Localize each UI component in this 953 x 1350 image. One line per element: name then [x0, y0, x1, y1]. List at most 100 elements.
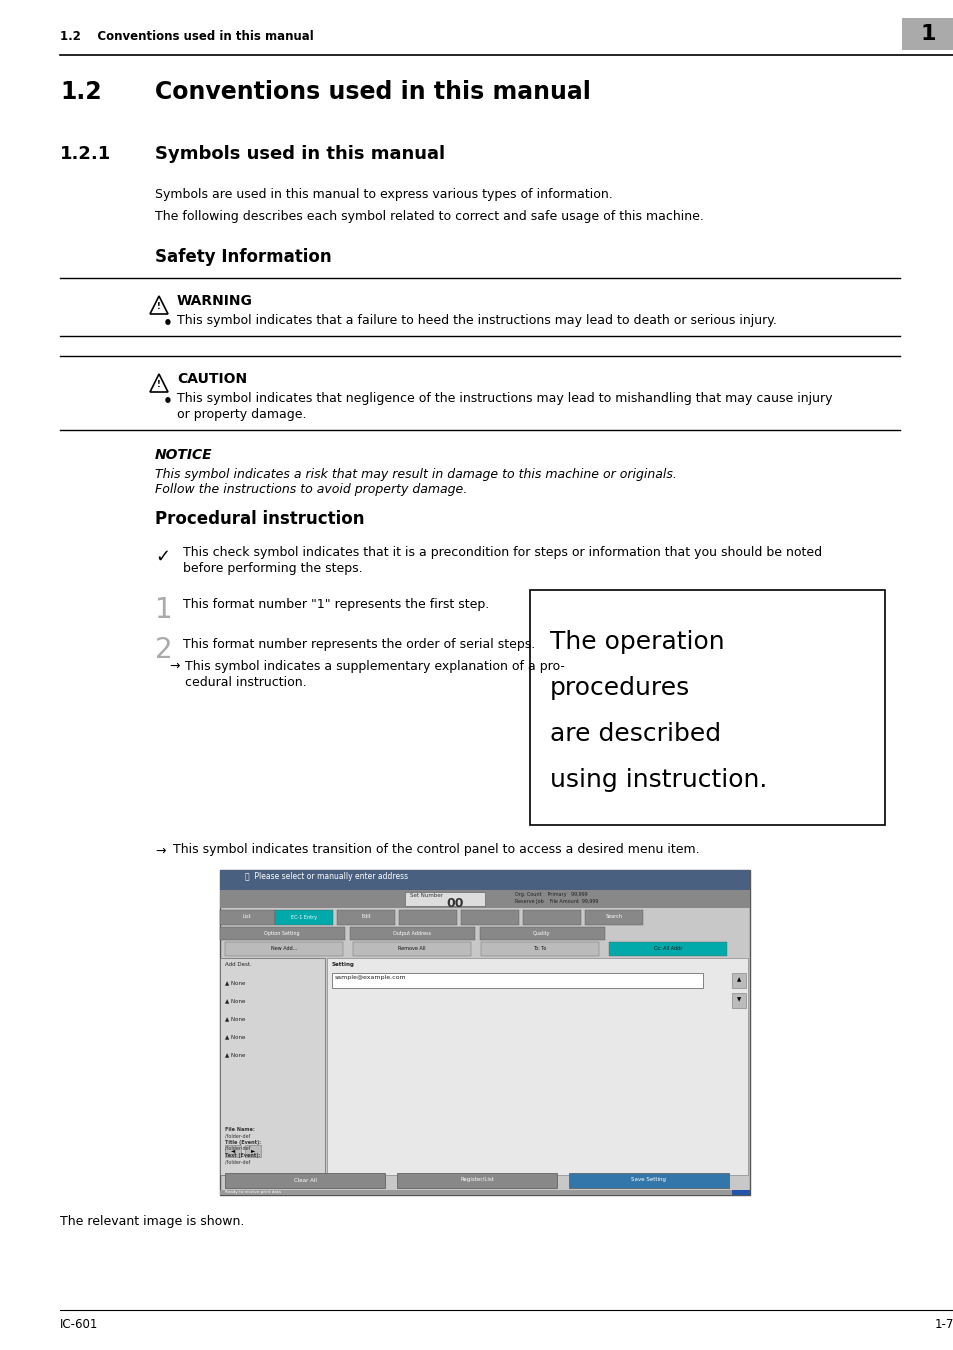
- Text: sample@example.com: sample@example.com: [335, 975, 406, 980]
- Text: Quality: Quality: [533, 930, 550, 936]
- Text: WARNING: WARNING: [177, 294, 253, 308]
- FancyBboxPatch shape: [405, 892, 484, 906]
- Text: •: •: [163, 394, 172, 409]
- FancyBboxPatch shape: [731, 1189, 749, 1195]
- Text: Conventions used in this manual: Conventions used in this manual: [154, 80, 590, 104]
- FancyBboxPatch shape: [731, 994, 745, 1008]
- FancyBboxPatch shape: [220, 927, 345, 940]
- FancyBboxPatch shape: [901, 18, 953, 50]
- Text: 1: 1: [154, 595, 172, 624]
- FancyBboxPatch shape: [608, 942, 726, 956]
- Text: CAUTION: CAUTION: [177, 373, 247, 386]
- FancyBboxPatch shape: [220, 890, 749, 909]
- Text: ▲ None: ▲ None: [225, 1017, 245, 1021]
- Text: !: !: [157, 302, 161, 311]
- Text: Clear All: Clear All: [294, 1177, 316, 1183]
- Text: NOTICE: NOTICE: [154, 448, 213, 462]
- Text: ✓: ✓: [154, 548, 170, 566]
- Text: This symbol indicates a risk that may result in damage to this machine or origin: This symbol indicates a risk that may re…: [154, 468, 677, 481]
- Text: Title (Event):: Title (Event):: [225, 1139, 261, 1145]
- Text: Register/List: Register/List: [459, 1177, 494, 1183]
- Text: Edit: Edit: [361, 914, 371, 919]
- Text: →: →: [154, 845, 165, 859]
- FancyBboxPatch shape: [336, 910, 395, 925]
- Text: ►: ►: [251, 1149, 254, 1153]
- FancyBboxPatch shape: [220, 1189, 749, 1195]
- Text: ⓘ  Please select or manually enter address: ⓘ Please select or manually enter addres…: [245, 872, 408, 882]
- Text: Ready to receive print data: Ready to receive print data: [225, 1189, 281, 1193]
- Text: are described: are described: [550, 722, 720, 747]
- Text: Procedural instruction: Procedural instruction: [154, 510, 364, 528]
- FancyBboxPatch shape: [584, 910, 642, 925]
- Text: Text (Event):: Text (Event):: [225, 1153, 260, 1158]
- Text: This symbol indicates that a failure to heed the instructions may lead to death : This symbol indicates that a failure to …: [177, 315, 776, 327]
- FancyBboxPatch shape: [220, 869, 749, 890]
- Text: Search: Search: [605, 914, 621, 919]
- FancyBboxPatch shape: [398, 910, 456, 925]
- Text: !: !: [157, 379, 161, 389]
- Text: 00: 00: [446, 896, 463, 910]
- Text: Org. Count    Primary   99,999: Org. Count Primary 99,999: [515, 892, 587, 896]
- Text: This check symbol indicates that it is a precondition for steps or information t: This check symbol indicates that it is a…: [183, 545, 821, 559]
- FancyBboxPatch shape: [220, 958, 325, 1174]
- Text: ▲ None: ▲ None: [225, 998, 245, 1003]
- Text: This symbol indicates transition of the control panel to access a desired menu i: This symbol indicates transition of the …: [172, 842, 699, 856]
- Text: Cc: All Addr: Cc: All Addr: [653, 946, 681, 952]
- FancyBboxPatch shape: [245, 1145, 261, 1157]
- Text: →: →: [169, 660, 179, 674]
- Text: cedural instruction.: cedural instruction.: [185, 676, 306, 688]
- FancyBboxPatch shape: [332, 973, 702, 988]
- Text: 1-7: 1-7: [934, 1318, 953, 1331]
- Text: Output Address: Output Address: [393, 930, 431, 936]
- Text: This symbol indicates that negligence of the instructions may lead to mishandlin: This symbol indicates that negligence of…: [177, 392, 832, 405]
- Text: ▲: ▲: [736, 977, 740, 983]
- Text: Add Dest.: Add Dest.: [225, 963, 252, 967]
- FancyBboxPatch shape: [396, 1173, 557, 1188]
- Text: The relevant image is shown.: The relevant image is shown.: [60, 1215, 244, 1228]
- FancyBboxPatch shape: [220, 910, 274, 925]
- Text: before performing the steps.: before performing the steps.: [183, 562, 362, 575]
- Text: Option Setting: Option Setting: [264, 930, 299, 936]
- Text: To: To: To: To: [533, 946, 546, 952]
- Text: /folder-def: /folder-def: [225, 1146, 250, 1152]
- Text: Reserve Job    File Amount  99,999: Reserve Job File Amount 99,999: [515, 899, 598, 904]
- Text: IC-601: IC-601: [60, 1318, 98, 1331]
- Text: ▼: ▼: [736, 998, 740, 1003]
- Text: 1.2.1: 1.2.1: [60, 144, 112, 163]
- Text: List: List: [242, 914, 251, 919]
- FancyBboxPatch shape: [225, 942, 343, 956]
- Text: ◄: ◄: [231, 1149, 234, 1153]
- Text: Set Number: Set Number: [410, 892, 442, 898]
- FancyBboxPatch shape: [225, 1145, 241, 1157]
- FancyBboxPatch shape: [731, 973, 745, 988]
- Text: Symbols are used in this manual to express various types of information.: Symbols are used in this manual to expre…: [154, 188, 612, 201]
- Text: ▲ None: ▲ None: [225, 1034, 245, 1040]
- FancyBboxPatch shape: [350, 927, 475, 940]
- Text: procedures: procedures: [550, 676, 690, 701]
- Text: /folder-def: /folder-def: [225, 1133, 250, 1138]
- FancyBboxPatch shape: [479, 927, 604, 940]
- Text: or property damage.: or property damage.: [177, 408, 306, 421]
- Text: New Add...: New Add...: [271, 946, 296, 952]
- FancyBboxPatch shape: [522, 910, 580, 925]
- Text: •: •: [163, 316, 172, 331]
- Text: ▲ None: ▲ None: [225, 1052, 245, 1057]
- FancyBboxPatch shape: [530, 590, 884, 825]
- Text: The operation: The operation: [550, 630, 724, 653]
- FancyBboxPatch shape: [327, 958, 747, 1174]
- Text: This format number "1" represents the first step.: This format number "1" represents the fi…: [183, 598, 489, 612]
- FancyBboxPatch shape: [480, 942, 598, 956]
- FancyBboxPatch shape: [353, 942, 471, 956]
- FancyBboxPatch shape: [460, 910, 518, 925]
- Text: /folder-def: /folder-def: [225, 1160, 250, 1164]
- Text: 1.2    Conventions used in this manual: 1.2 Conventions used in this manual: [60, 30, 314, 43]
- Text: Symbols used in this manual: Symbols used in this manual: [154, 144, 445, 163]
- Text: ▲ None: ▲ None: [225, 980, 245, 986]
- Text: Follow the instructions to avoid property damage.: Follow the instructions to avoid propert…: [154, 483, 467, 495]
- Text: Safety Information: Safety Information: [154, 248, 332, 266]
- Text: EC-1 Entry: EC-1 Entry: [291, 914, 316, 919]
- Text: 1: 1: [920, 24, 935, 45]
- FancyBboxPatch shape: [220, 869, 749, 1195]
- Text: Save Setting: Save Setting: [631, 1177, 666, 1183]
- FancyBboxPatch shape: [274, 910, 333, 925]
